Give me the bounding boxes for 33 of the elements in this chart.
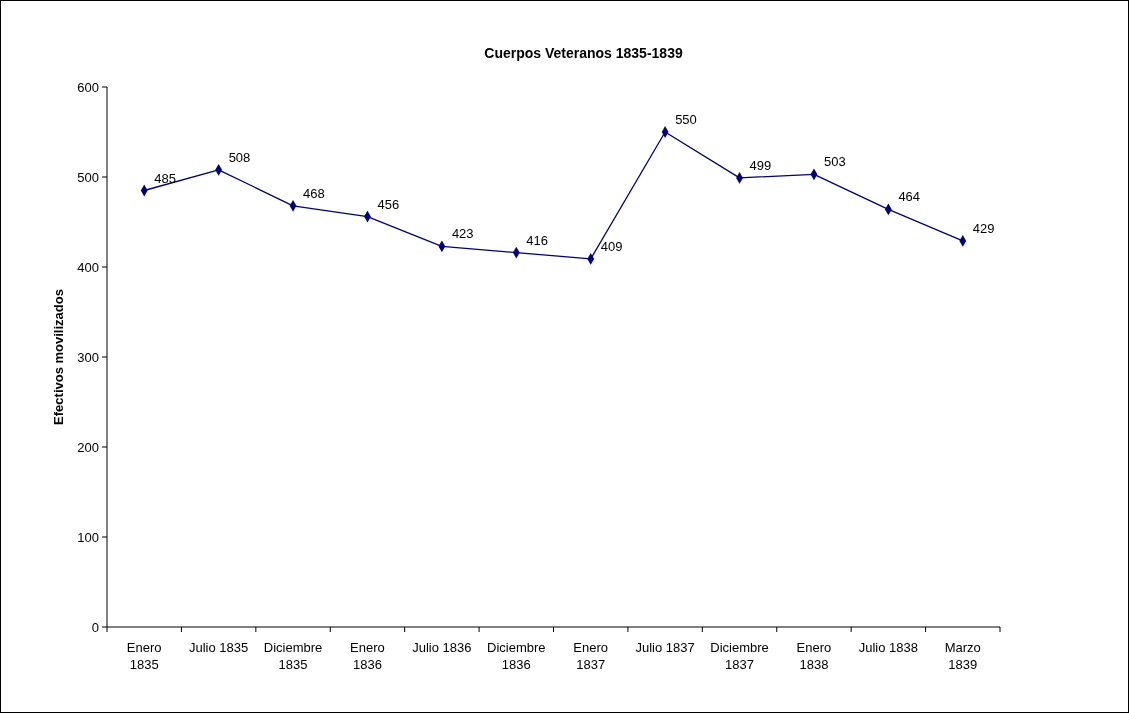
data-label: 508 — [228, 149, 251, 165]
x-tick-label: Diciembre 1837 — [710, 640, 769, 672]
data-label: 456 — [377, 196, 400, 212]
x-tick-label: Enero 1838 — [796, 640, 832, 672]
x-tick-label: Diciembre 1836 — [487, 640, 546, 672]
x-tick-label: Julio 1835 — [188, 640, 249, 655]
data-label: 468 — [303, 185, 325, 201]
x-tick-label: Enero 1835 — [126, 640, 162, 672]
y-tick-label: 600 — [77, 79, 99, 95]
y-tick-label: 400 — [77, 259, 99, 275]
x-tick-label: Enero 1836 — [350, 640, 385, 672]
data-label: 416 — [526, 232, 548, 248]
y-tick-label: 100 — [77, 529, 99, 545]
y-tick-label: 0 — [91, 619, 99, 635]
data-label: 423 — [451, 226, 474, 242]
data-label: 550 — [675, 112, 697, 127]
x-tick-label: Marzo 1839 — [944, 640, 981, 672]
chart-title: Cuerpos Veteranos 1835-1839 — [484, 45, 683, 61]
data-label: 464 — [898, 189, 921, 205]
x-tick-label: Diciembre 1835 — [263, 640, 323, 672]
data-label: 485 — [154, 170, 176, 186]
y-tick-label: 500 — [77, 169, 99, 185]
x-tick-label: Julio 1837 — [635, 640, 695, 655]
y-tick-label: 200 — [77, 439, 99, 455]
x-tick-label: Julio 1838 — [858, 640, 919, 655]
data-label: 429 — [972, 220, 995, 236]
data-label: 503 — [823, 154, 846, 170]
data-label: 409 — [600, 238, 623, 254]
x-tick-label: Enero 1837 — [573, 640, 609, 672]
y-axis-title: Efectivos movilizados — [51, 289, 66, 425]
y-tick-label: 300 — [77, 349, 99, 365]
data-label: 499 — [749, 157, 772, 173]
x-tick-label: Julio 1836 — [412, 640, 472, 655]
